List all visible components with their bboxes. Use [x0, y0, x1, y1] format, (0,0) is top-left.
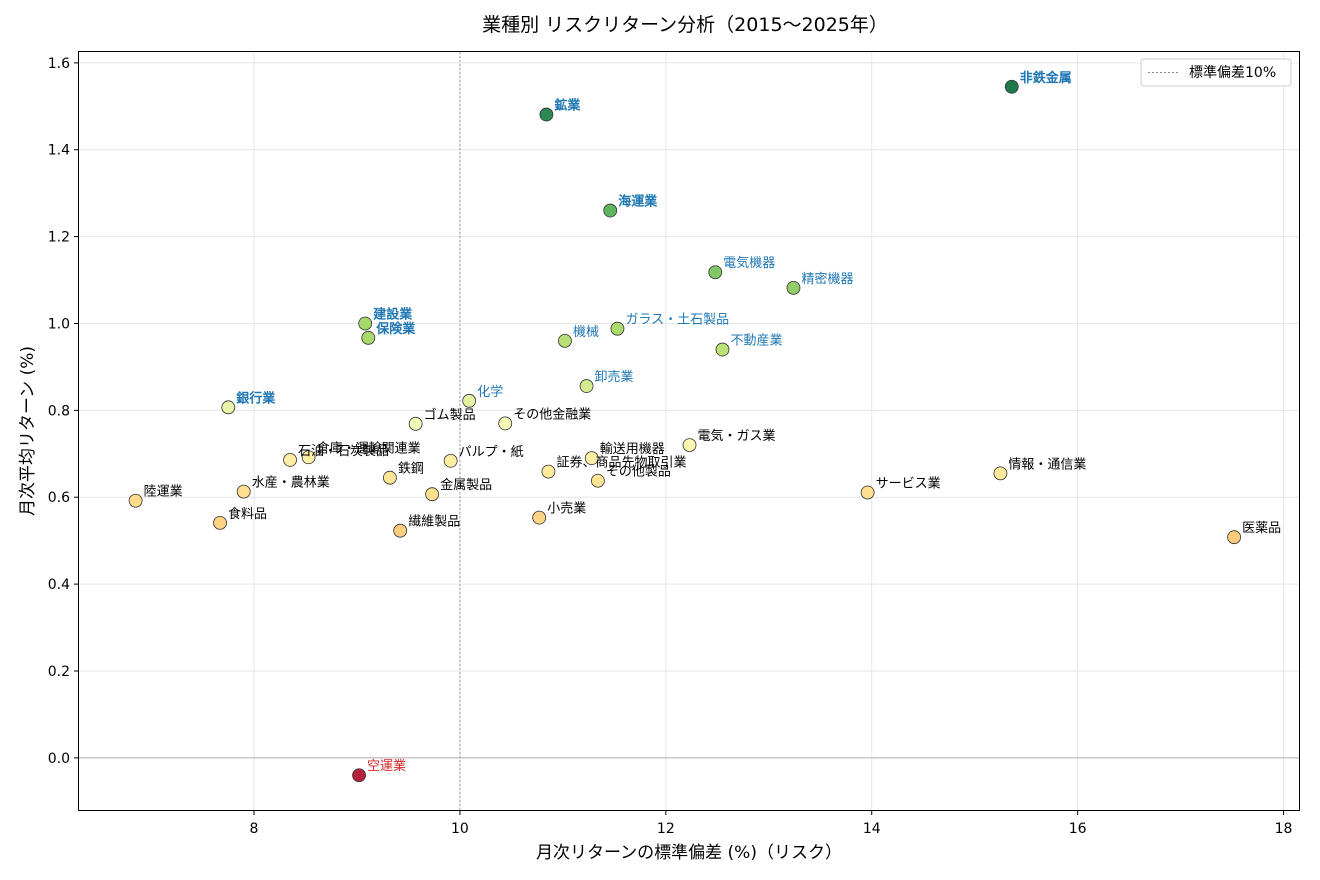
- x-axis-ticks: 8 10 12 14 16 18: [250, 810, 1293, 837]
- data-point: [425, 487, 440, 502]
- point-label: 医薬品: [1242, 521, 1281, 536]
- y-tick-label: 1.4: [48, 143, 70, 159]
- point-label: 水産・農林業: [252, 475, 330, 491]
- point-label: ゴム製品: [424, 407, 476, 423]
- data-point: [539, 107, 554, 122]
- x-tick-label: 16: [1069, 821, 1087, 837]
- point-label: 繊維製品: [408, 514, 460, 530]
- y-tick-label: 1.2: [48, 230, 70, 246]
- data-point: [715, 342, 730, 357]
- point-label: 海運業: [618, 194, 658, 210]
- chart-title: 業種別 リスクリターン分析（2015〜2025年）: [482, 14, 888, 36]
- y-axis-ticks: 0.0 0.2 0.4 0.6 0.8 1.0 1.2 1.4 1.6: [48, 56, 79, 767]
- data-point: [682, 438, 697, 453]
- data-point: [361, 330, 376, 345]
- grid-lines: [79, 52, 1299, 810]
- data-point: [708, 265, 723, 280]
- point-label: 金属製品: [440, 477, 492, 493]
- data-point: [541, 464, 556, 479]
- y-tick-label: 0.4: [48, 577, 70, 593]
- data-point: [236, 484, 251, 499]
- legend-box: [1140, 58, 1292, 87]
- point-label: 精密機器: [801, 271, 853, 287]
- point-label: ガラス・土石製品: [625, 313, 729, 328]
- data-point: [221, 400, 236, 415]
- point-label: 空運業: [367, 758, 406, 774]
- y-tick-label: 0.8: [48, 403, 70, 419]
- data-point: [603, 203, 618, 218]
- point-label: 非鉄金属: [1020, 70, 1072, 86]
- data-point: [213, 515, 227, 530]
- point-label: 食料品: [228, 506, 267, 522]
- plot-frame: [78, 51, 1300, 811]
- x-tick-label: 18: [1275, 821, 1293, 837]
- point-label: サービス業: [876, 475, 941, 491]
- point-label: 卸売業: [595, 369, 634, 385]
- x-tick-label: 12: [657, 821, 675, 837]
- data-point: [584, 451, 599, 466]
- point-label: 倉庫・運輸関連業: [317, 440, 421, 456]
- point-label: 化学: [477, 384, 503, 400]
- data-point: [579, 379, 594, 393]
- x-axis-label: 月次リターンの標準偏差 (%)（リスク）: [536, 843, 842, 863]
- point-label: 石油・石炭製品: [298, 444, 389, 459]
- y-axis-label: 月次平均リターン (%): [18, 346, 38, 516]
- data-point: [393, 523, 408, 538]
- point-label: パルプ・紙: [459, 445, 524, 460]
- y-tick-label: 1.0: [48, 316, 70, 332]
- data-point: [443, 453, 458, 468]
- data-point: [786, 280, 801, 295]
- point-label: 情報・通信業: [1008, 456, 1086, 472]
- point-label: 電気機器: [723, 255, 775, 271]
- data-point: [128, 493, 143, 508]
- x-tick-label: 10: [451, 821, 469, 837]
- x-tick-label: 8: [250, 821, 259, 837]
- data-point: [358, 316, 373, 331]
- legend: 標準偏差10%: [1140, 58, 1292, 87]
- y-tick-label: 0.2: [48, 664, 70, 680]
- point-label: その他金融業: [513, 406, 591, 422]
- data-point: [532, 510, 547, 525]
- data-point: [558, 333, 572, 348]
- x-tick-label: 14: [863, 821, 881, 837]
- data-point: [993, 466, 1008, 481]
- data-point: [1004, 79, 1019, 94]
- data-point: [462, 393, 477, 408]
- point-label: 不動産業: [730, 333, 782, 349]
- point-label: 陸運業: [144, 484, 183, 500]
- point-label: その他製品: [606, 465, 671, 480]
- point-label: 証券、商品先物取引業: [556, 455, 686, 471]
- data-point: [590, 473, 605, 488]
- data-point: [352, 768, 366, 783]
- point-label: 鉱業: [554, 98, 581, 114]
- data-point: [610, 321, 625, 336]
- data-point: [283, 452, 297, 467]
- point-label: 銀行業: [236, 390, 276, 406]
- point-label: 保険業: [375, 321, 416, 337]
- point-label: 鉄鋼: [398, 462, 424, 477]
- scatter-points: [128, 79, 1242, 783]
- data-point: [498, 416, 513, 431]
- y-tick-label: 0.0: [48, 751, 70, 767]
- point-label: 電気・ガス業: [698, 428, 776, 444]
- y-tick-label: 0.6: [48, 490, 70, 506]
- data-point: [1227, 530, 1242, 545]
- data-point: [301, 450, 316, 465]
- point-label: 建設業: [373, 306, 413, 322]
- data-point: [408, 416, 423, 431]
- legend-entry-std10: 標準偏差10%: [1189, 65, 1276, 81]
- point-label: 輸送用機器: [600, 442, 665, 457]
- data-point: [860, 485, 875, 500]
- y-tick-label: 1.6: [48, 56, 70, 72]
- point-label: 小売業: [547, 501, 586, 517]
- data-point: [383, 470, 397, 485]
- point-label: 機械: [573, 325, 599, 340]
- reference-lines: [79, 52, 1299, 810]
